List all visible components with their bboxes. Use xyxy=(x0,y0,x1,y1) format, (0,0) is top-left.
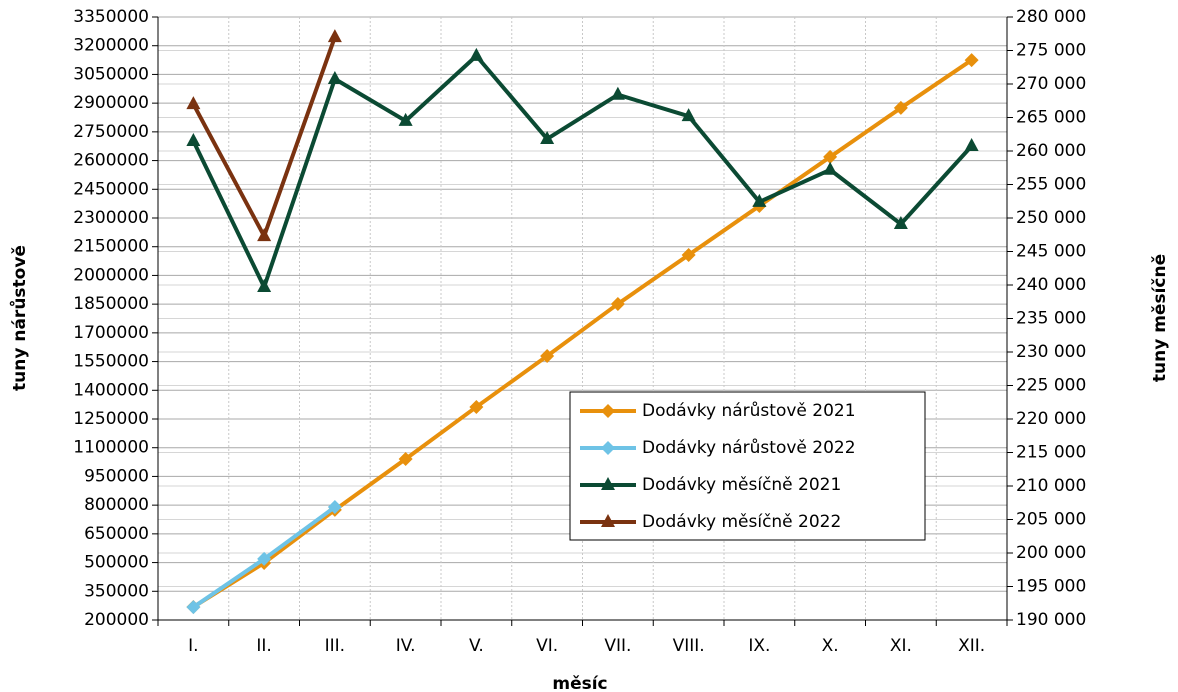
marker xyxy=(893,100,908,115)
x-tick-label: XI. xyxy=(890,636,912,656)
y-tick-label: 1850000 xyxy=(73,294,149,314)
x-tick-label: II. xyxy=(256,636,271,656)
y2-tick-label: 190 000 xyxy=(1016,610,1086,630)
y-tick-label: 950000 xyxy=(84,466,149,486)
y-tick-label: 2000000 xyxy=(73,265,149,285)
marker xyxy=(823,161,838,175)
y-tick-label: 650000 xyxy=(84,524,149,544)
x-tick-label: IX. xyxy=(748,636,770,656)
marker xyxy=(469,399,484,414)
y-axis-title: tuny nárůstově xyxy=(8,245,30,391)
y-tick-label: 1250000 xyxy=(73,409,149,429)
marker xyxy=(681,247,696,262)
marker xyxy=(257,279,272,293)
marker xyxy=(610,86,625,100)
x-tick-label: X. xyxy=(822,636,839,656)
y-tick-label: 1100000 xyxy=(73,438,149,458)
y2-tick-label: 195 000 xyxy=(1016,577,1086,597)
x-tick-label: VII. xyxy=(604,636,631,656)
y2-tick-label: 215 000 xyxy=(1016,443,1086,463)
y2-tick-label: 240 000 xyxy=(1016,275,1086,295)
marker xyxy=(964,53,979,68)
y2-tick-label: 220 000 xyxy=(1016,409,1086,429)
marker xyxy=(398,112,413,126)
x-tick-label: VI. xyxy=(536,636,558,656)
x-tick-label: III. xyxy=(325,636,345,656)
marker xyxy=(257,228,272,242)
y-tick-label: 3350000 xyxy=(73,7,149,27)
y-tick-label: 1700000 xyxy=(73,323,149,343)
marker xyxy=(681,108,696,122)
y2-tick-label: 250 000 xyxy=(1016,208,1086,228)
x-axis-title: měsíc xyxy=(552,674,607,692)
y-tick-label: 2300000 xyxy=(73,208,149,228)
marker xyxy=(327,500,342,515)
marker xyxy=(186,132,201,146)
y2-tick-label: 245 000 xyxy=(1016,242,1086,262)
marker xyxy=(540,349,555,364)
y2-tick-label: 275 000 xyxy=(1016,41,1086,61)
marker xyxy=(257,551,272,566)
y2-tick-label: 280 000 xyxy=(1016,7,1086,27)
legend: Dodávky nárůstově 2021 Dodávky nárůstově … xyxy=(569,391,926,541)
series xyxy=(186,47,979,293)
y2-tick-label: 270 000 xyxy=(1016,74,1086,94)
x-tick-label: XII. xyxy=(958,636,985,656)
y2-axis-title: tuny měsíčně xyxy=(1150,254,1170,382)
y-tick-label: 500000 xyxy=(84,553,149,573)
x-tick-label: I. xyxy=(188,636,198,656)
y-tick-label: 2900000 xyxy=(73,93,149,113)
marker xyxy=(186,600,201,615)
legend-marker xyxy=(601,477,615,490)
legend-label: Dodávky měsíčně 2021 xyxy=(642,475,841,495)
y-tick-label: 200000 xyxy=(84,610,149,630)
marker xyxy=(469,47,484,61)
legend-marker xyxy=(601,404,615,418)
marker xyxy=(752,193,767,207)
y-tick-label: 1550000 xyxy=(73,352,149,372)
marker xyxy=(540,130,555,144)
y2-tick-label: 235 000 xyxy=(1016,309,1086,329)
marker xyxy=(398,452,413,467)
y-tick-label: 350000 xyxy=(84,581,149,601)
series xyxy=(186,29,342,242)
x-tick-label: VIII. xyxy=(673,636,705,656)
marker xyxy=(610,296,625,311)
y2-tick-label: 255 000 xyxy=(1016,175,1086,195)
y-tick-label: 800000 xyxy=(84,495,149,515)
marker xyxy=(964,137,979,151)
legend-label: Dodávky nárůstově 2022 xyxy=(642,438,856,458)
y2-tick-label: 200 000 xyxy=(1016,543,1086,563)
y2-tick-label: 230 000 xyxy=(1016,342,1086,362)
marker xyxy=(186,96,201,110)
y-tick-label: 2450000 xyxy=(73,179,149,199)
y-tick-label: 2750000 xyxy=(73,122,149,142)
marker xyxy=(327,70,342,84)
y-tick-label: 2600000 xyxy=(73,151,149,171)
series xyxy=(186,500,342,615)
legend-box xyxy=(569,391,926,541)
marker xyxy=(893,216,908,230)
y-tick-label: 3050000 xyxy=(73,64,149,84)
y2-tick-label: 205 000 xyxy=(1016,510,1086,530)
legend-marker xyxy=(601,441,615,455)
y-tick-label: 3200000 xyxy=(73,36,149,56)
marker xyxy=(327,29,342,43)
y2-tick-label: 260 000 xyxy=(1016,141,1086,161)
y-tick-label: 2150000 xyxy=(73,237,149,257)
series-line xyxy=(191,53,974,290)
legend-label: Dodávky nárůstově 2021 xyxy=(642,401,856,421)
y2-tick-label: 265 000 xyxy=(1016,108,1086,128)
y2-tick-label: 225 000 xyxy=(1016,376,1086,396)
y-tick-label: 1400000 xyxy=(73,380,149,400)
legend-marker xyxy=(601,514,615,527)
series-line xyxy=(192,58,973,609)
legend-label: Dodávky měsíčně 2022 xyxy=(642,512,841,532)
x-tick-label: V. xyxy=(469,636,484,656)
x-tick-label: IV. xyxy=(396,636,416,656)
marker xyxy=(823,149,838,164)
y2-tick-label: 210 000 xyxy=(1016,476,1086,496)
